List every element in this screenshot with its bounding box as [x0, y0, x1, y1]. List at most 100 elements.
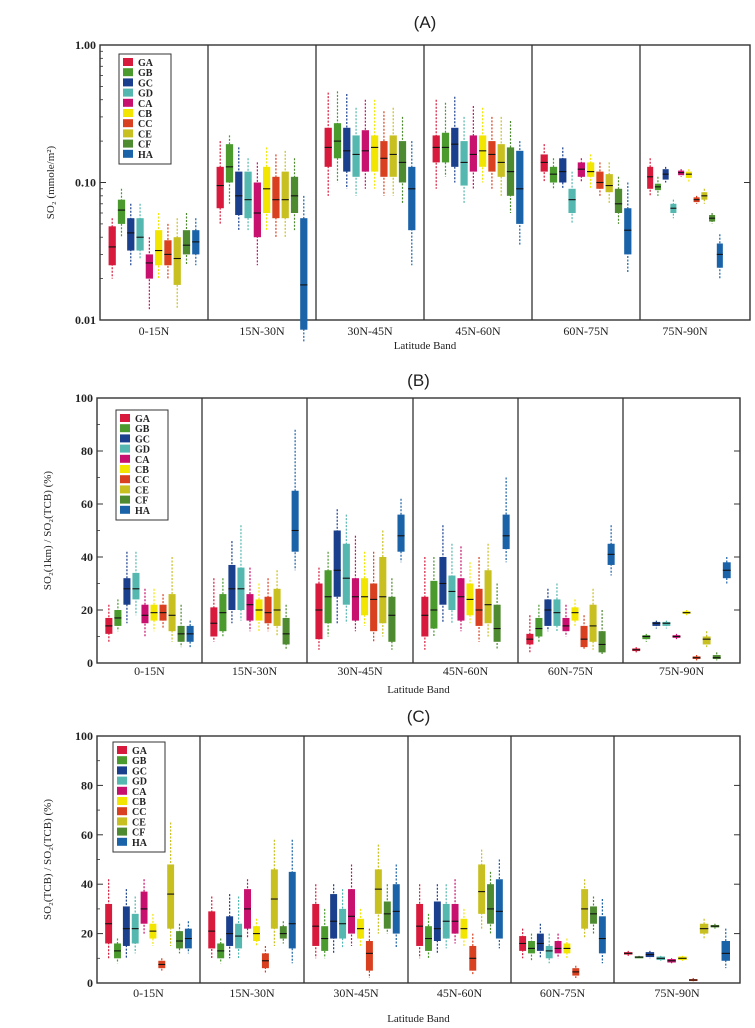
- legend-label: GA: [132, 746, 148, 757]
- y-tick-label: 20: [81, 927, 93, 941]
- box-ca: [348, 889, 356, 934]
- box-cc: [370, 583, 378, 632]
- plot-frame: [96, 397, 741, 664]
- box-ha: [516, 150, 524, 224]
- legend-label: CA: [132, 787, 147, 798]
- box-gc: [330, 894, 338, 939]
- box-cb: [587, 162, 595, 177]
- legend-label: CF: [132, 828, 145, 839]
- box-cc: [272, 176, 280, 219]
- box-gc: [652, 621, 661, 626]
- y-axis-title: SO₂(1km) / SO₂(TCB) (%): [42, 471, 54, 591]
- box-ca: [141, 604, 149, 624]
- box-gc: [122, 906, 130, 946]
- box-gb: [642, 635, 651, 640]
- band-label: 60N-75N: [563, 324, 609, 338]
- legend-label: CA: [138, 99, 153, 110]
- legend-swatch: [123, 139, 133, 148]
- legend-label: CA: [135, 455, 150, 466]
- legend-label: HA: [132, 838, 148, 849]
- legend-swatch: [123, 78, 133, 87]
- panel-2: (C) 0 20 40 60 80 100 SO₂(TCB) / SO₂(TCB) (%) 0-…: [42, 707, 741, 1025]
- legend-swatch: [120, 485, 130, 494]
- box-ha: [598, 916, 606, 954]
- box-cf: [279, 926, 287, 939]
- y-tick-label: 100: [75, 729, 93, 743]
- legend-swatch: [117, 776, 127, 785]
- y-tick-label: 0.01: [75, 313, 96, 327]
- box-gc: [544, 599, 552, 626]
- box-cc: [365, 941, 373, 971]
- legend-label: CB: [135, 465, 149, 476]
- box-ga: [208, 911, 216, 949]
- box-ca: [469, 135, 477, 172]
- band-label: 60N-75N: [548, 664, 594, 678]
- legend-swatch: [117, 746, 127, 754]
- y-tick-label: 60: [81, 828, 93, 842]
- legend-label: CE: [135, 485, 149, 496]
- box-ca: [457, 578, 465, 621]
- legend-swatch: [120, 414, 130, 422]
- band-label: 15N-30N: [232, 664, 278, 678]
- x-axis-title: Latitude Band: [394, 340, 457, 352]
- box-cf: [176, 931, 183, 949]
- y-tick-label: 0.10: [75, 176, 96, 190]
- band-label: 45N-60N: [455, 324, 501, 338]
- legend-label: GC: [135, 434, 150, 445]
- box-cf: [290, 176, 299, 214]
- box-ce: [484, 570, 492, 624]
- box-gc: [451, 127, 459, 167]
- legend-label: GC: [132, 766, 147, 777]
- band-label: 60N-75N: [540, 986, 586, 1000]
- legend-swatch: [123, 68, 133, 77]
- band-label: 75N-90N: [659, 664, 705, 678]
- panel-1: (B) 0 20 40 60 80 100 SO₂(1km) / SO₂(TCB) (%) 0-…: [42, 371, 741, 696]
- y-tick-label: 100: [75, 391, 93, 405]
- band-label: 0-15N: [133, 986, 164, 1000]
- legend-swatch: [123, 149, 133, 158]
- box-cc: [264, 596, 272, 624]
- legend-label: GC: [138, 78, 153, 89]
- box-cc: [475, 588, 483, 626]
- box-gc: [127, 218, 135, 251]
- box-ha: [716, 243, 723, 268]
- panel-0: (A) 0.01 0.10 1.00 SO₂ (mmole/m²) 0-15N 15N-30…: [45, 13, 751, 352]
- box-gc: [123, 578, 131, 605]
- box-gc: [439, 557, 447, 605]
- box-gb: [535, 617, 543, 637]
- legend-label: CB: [132, 797, 146, 808]
- legend-label: GB: [138, 68, 153, 79]
- box-ca: [140, 891, 148, 924]
- panel-title: (A): [414, 13, 437, 32]
- legend-swatch: [117, 766, 127, 775]
- box-ha: [291, 490, 299, 552]
- box-cf: [590, 906, 597, 924]
- legend-label: CC: [138, 119, 152, 130]
- box-gc: [433, 901, 441, 942]
- legend-label: GB: [135, 424, 150, 435]
- box-cf: [398, 141, 407, 183]
- legend-label: GA: [138, 58, 154, 69]
- box-ca: [554, 941, 562, 954]
- band-label: 30N-45N: [333, 986, 379, 1000]
- legend-label: GA: [135, 414, 151, 425]
- box-cf: [388, 596, 396, 642]
- legend-label: CC: [135, 475, 149, 486]
- legend-label: CE: [138, 129, 152, 140]
- x-axis-title: Latitude Band: [387, 684, 450, 696]
- legend-swatch: [117, 807, 127, 816]
- box-ha: [408, 166, 416, 231]
- legend-swatch: [120, 434, 130, 443]
- box-ce: [281, 171, 289, 219]
- legend-label: CC: [132, 807, 146, 818]
- box-gc: [343, 127, 351, 172]
- box-cb: [571, 607, 579, 621]
- band-label: 0-15N: [134, 664, 165, 678]
- box-ce: [589, 604, 597, 642]
- box-gc: [226, 916, 234, 946]
- legend-swatch: [117, 797, 127, 805]
- legend-swatch: [120, 424, 130, 433]
